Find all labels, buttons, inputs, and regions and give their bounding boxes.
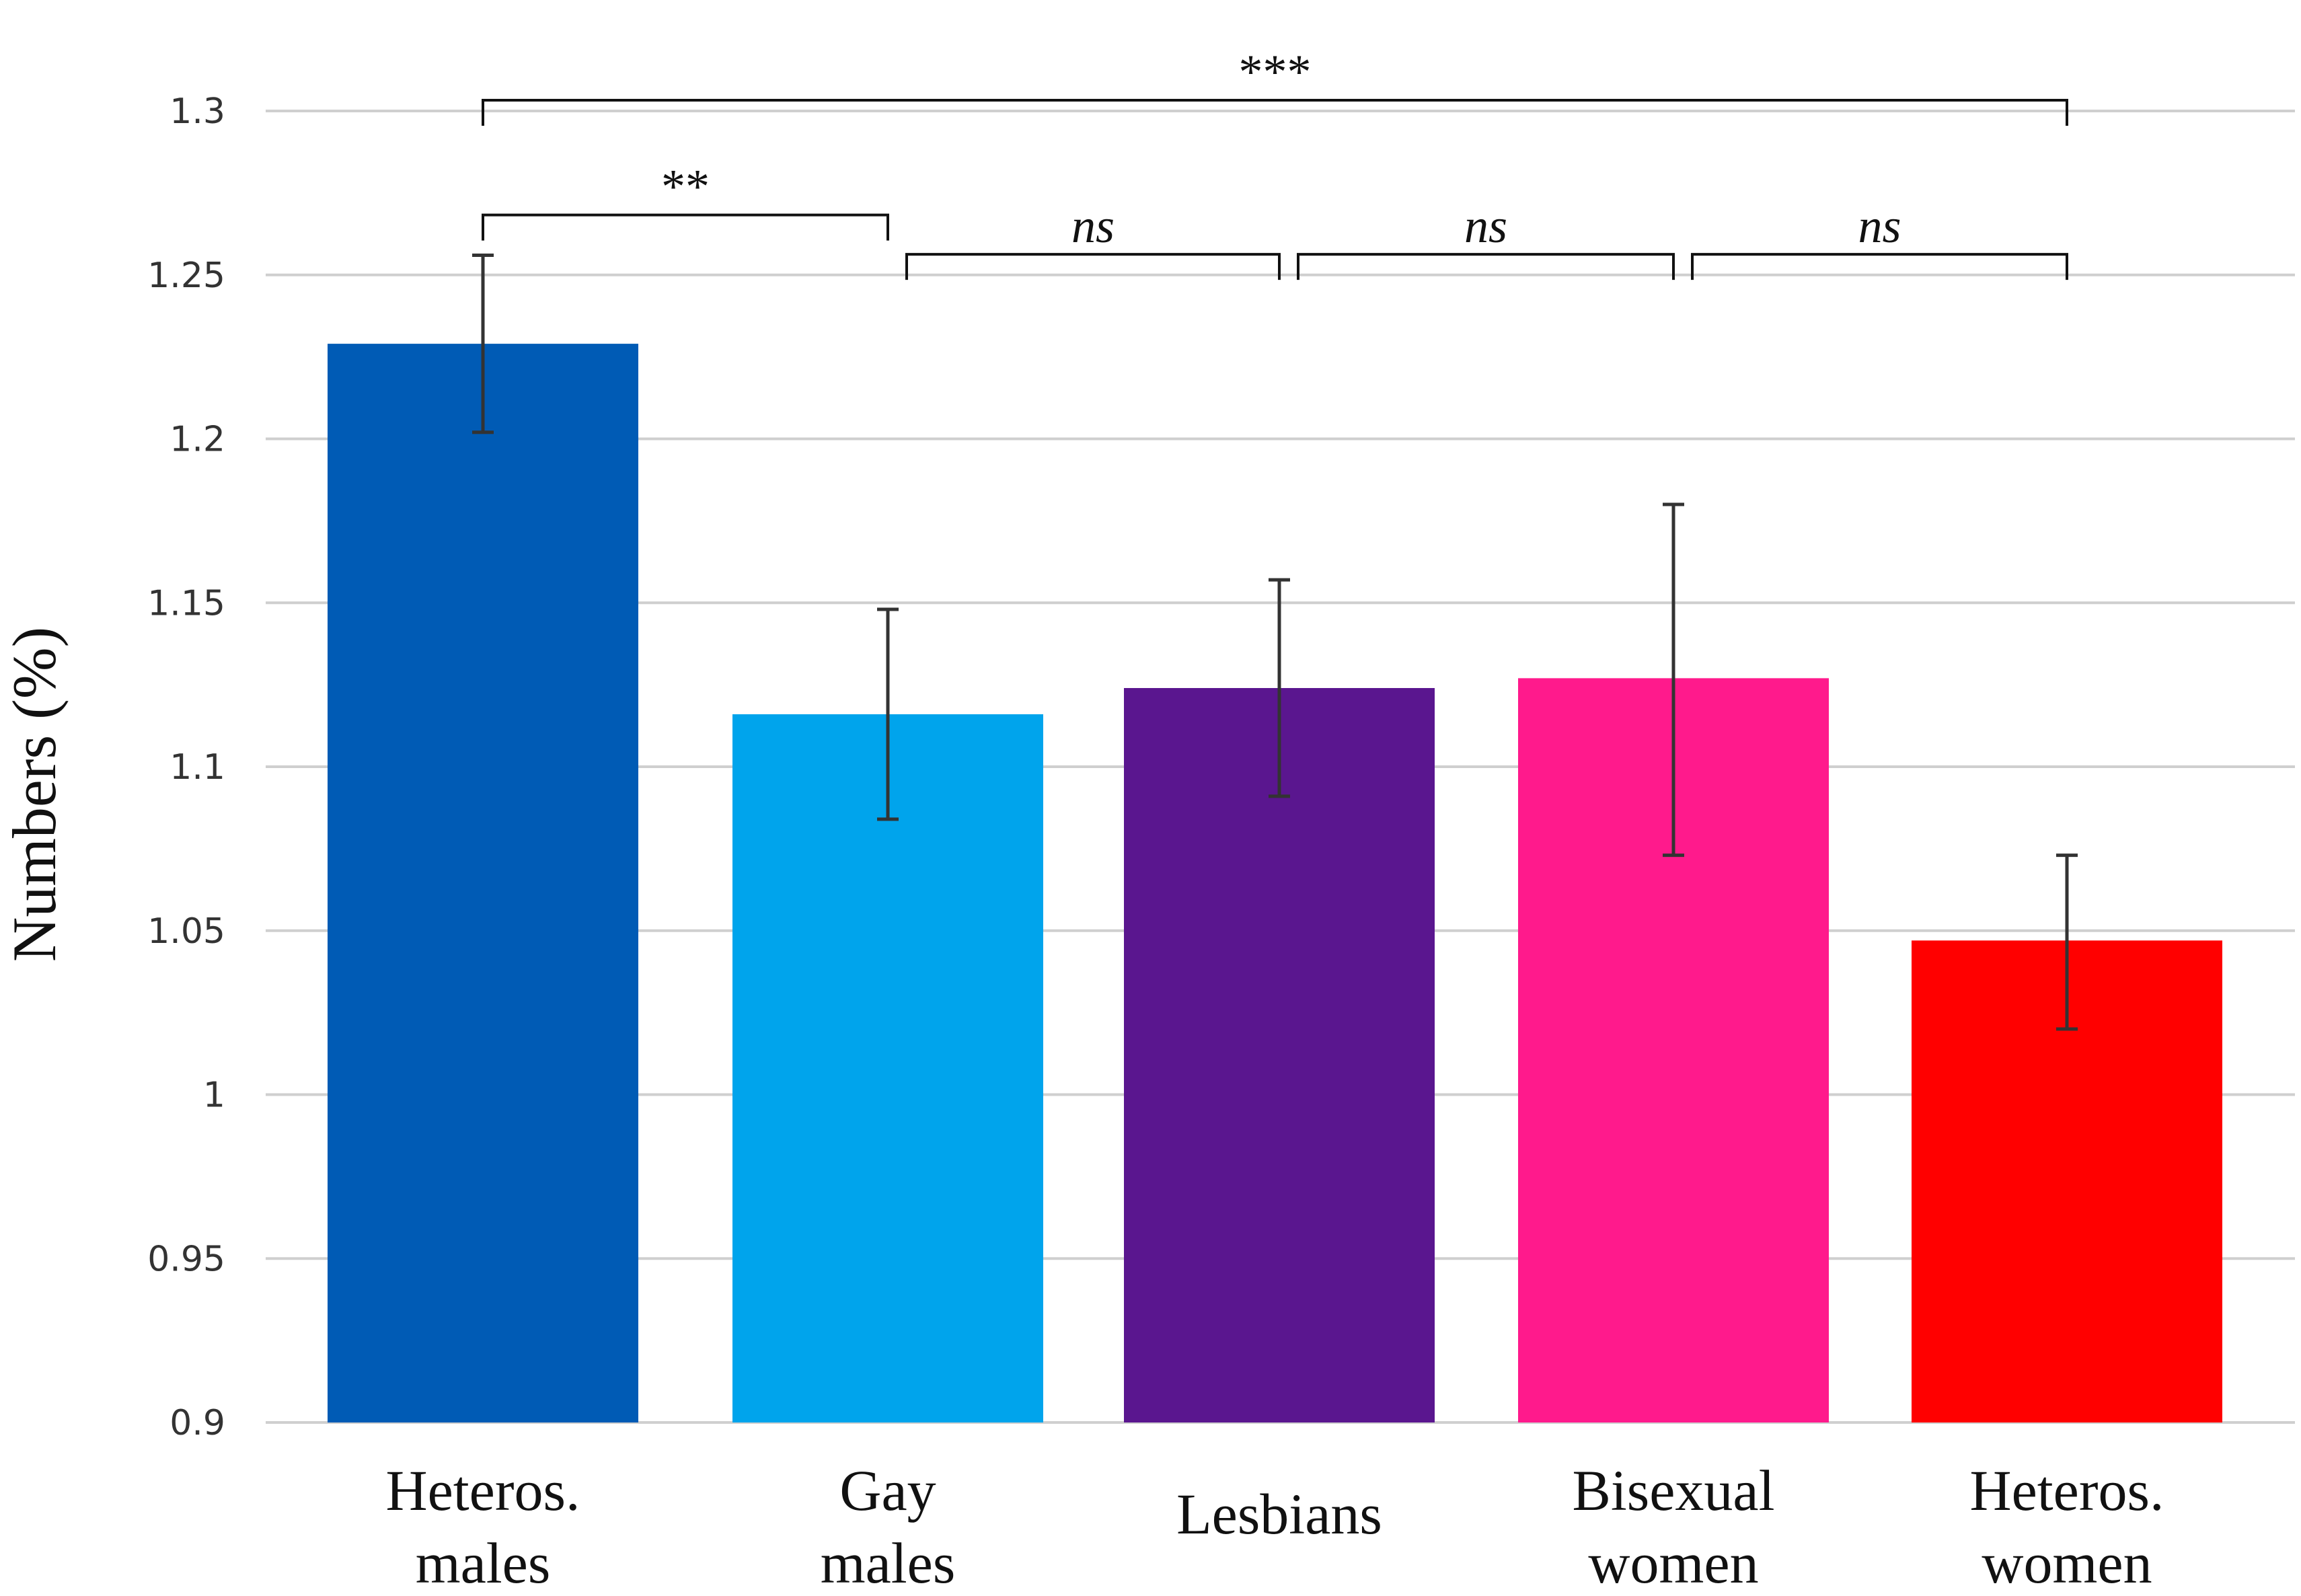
category-label-line: Heteros. — [386, 1458, 580, 1523]
significance-bracket: ns — [905, 199, 1281, 280]
bracket-line — [1691, 253, 2068, 280]
y-tick-label: 1 — [203, 1075, 225, 1116]
y-tick-label: 1.3 — [169, 91, 225, 132]
significance-bracket: ** — [482, 160, 889, 241]
category-label-line: Heteros. — [1970, 1458, 2164, 1523]
error-bars — [472, 254, 2078, 1031]
significance-bracket: *** — [482, 45, 2068, 126]
category-label: Lesbians — [1176, 1482, 1382, 1546]
x-axis-categories: Heteros. males Gay males Lesbians Bisexual wom… — [386, 1458, 2164, 1595]
category-label: Bisexual women — [1573, 1458, 1775, 1595]
significance-bracket: ns — [1297, 199, 1675, 280]
error-bar — [472, 254, 494, 434]
category-label-line: males — [821, 1531, 956, 1595]
error-bar — [2056, 853, 2078, 1031]
bar — [732, 714, 1043, 1422]
category-label: Gay males — [821, 1458, 956, 1595]
error-bar — [877, 607, 899, 821]
category-label-line: Gay — [839, 1458, 936, 1523]
bar — [328, 344, 638, 1422]
category-label-line: women — [1982, 1531, 2152, 1595]
category-label-line: Lesbians — [1176, 1482, 1382, 1546]
significance-label: ** — [661, 160, 710, 214]
significance-label: ns — [1071, 199, 1115, 253]
category-label-line: women — [1588, 1531, 1758, 1595]
bracket-line — [482, 213, 889, 241]
y-tick-label: 1.25 — [147, 256, 225, 296]
y-tick-label: 0.95 — [147, 1239, 225, 1279]
y-tick-label: 1.2 — [169, 420, 225, 460]
significance-label: ns — [1858, 199, 1901, 253]
bar — [1124, 688, 1435, 1422]
y-tick-label: 1.15 — [147, 583, 225, 623]
error-bar — [1269, 578, 1290, 798]
category-label-line: males — [416, 1531, 551, 1595]
significance-brackets: *****ns ns ns — [482, 45, 2068, 280]
significance-label: *** — [1239, 45, 1312, 99]
y-tick-label: 0.9 — [169, 1403, 225, 1443]
bars — [328, 344, 2222, 1422]
y-tick-label: 1.05 — [147, 911, 225, 952]
y-tick-label: 1.1 — [169, 747, 225, 788]
y-axis-ticks: 0.9 0.95 1 1.05 1.1 1.15 1.2 1.25 1.3 — [147, 91, 225, 1443]
bracket-line — [482, 99, 2068, 126]
category-label: Heteros. males — [386, 1458, 580, 1595]
category-label: Heteros. women — [1970, 1458, 2164, 1595]
significance-bracket: ns — [1691, 199, 2068, 280]
bracket-line — [905, 253, 1281, 280]
error-bar — [1663, 502, 1684, 858]
bracket-line — [1297, 253, 1675, 280]
significance-label: ns — [1464, 199, 1507, 253]
category-label-line: Bisexual — [1573, 1458, 1775, 1523]
y-axis-title: Numbers (%) — [0, 627, 69, 962]
